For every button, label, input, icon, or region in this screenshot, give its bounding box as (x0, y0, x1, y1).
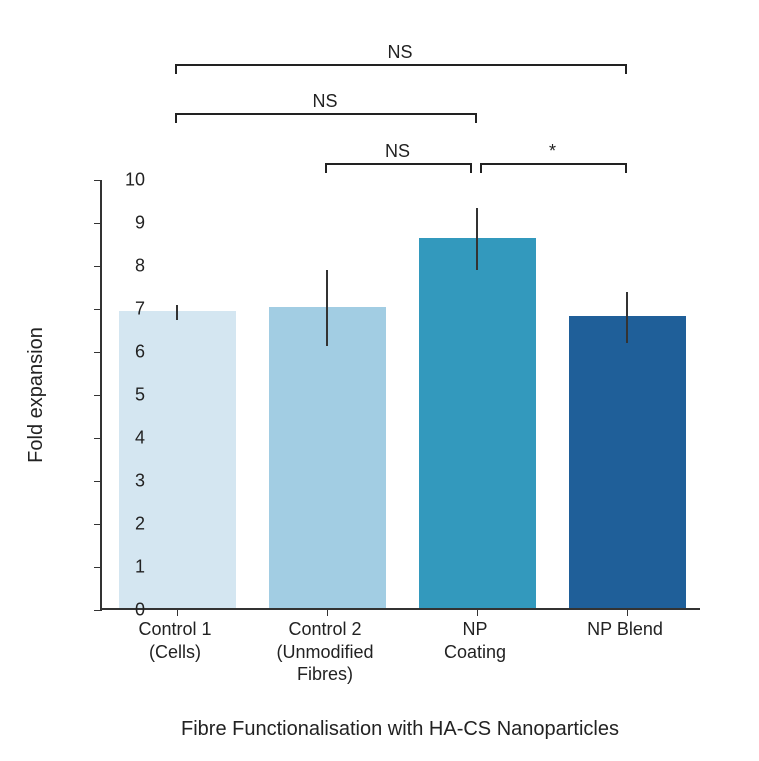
x-tick (327, 608, 328, 616)
y-tick-label: 10 (125, 170, 145, 191)
y-tick (94, 266, 102, 267)
y-tick-label: 9 (135, 213, 145, 234)
bar (569, 316, 686, 608)
significance-bracket-end (325, 163, 327, 173)
y-tick-label: 5 (135, 385, 145, 406)
significance-bracket-end (475, 113, 477, 123)
x-tick (177, 608, 178, 616)
y-axis-label: Fold expansion (25, 327, 48, 463)
y-tick (94, 223, 102, 224)
significance-bracket (325, 163, 472, 165)
error-bar (326, 270, 328, 345)
y-tick-label: 4 (135, 428, 145, 449)
error-bar (626, 292, 628, 344)
y-tick-label: 3 (135, 471, 145, 492)
significance-bracket-end (480, 163, 482, 173)
y-tick (94, 567, 102, 568)
significance-label: NS (387, 42, 412, 63)
significance-bracket-end (175, 113, 177, 123)
significance-bracket (175, 113, 477, 115)
bar-chart: Fold expansion Fibre Functionalisation w… (0, 0, 759, 761)
bar (269, 307, 386, 608)
error-bar (176, 305, 178, 320)
x-tick-label: NPCoating (400, 618, 550, 663)
plot-area (100, 180, 700, 610)
y-tick (94, 352, 102, 353)
bar (419, 238, 536, 608)
y-tick (94, 180, 102, 181)
y-tick-label: 7 (135, 299, 145, 320)
y-tick-label: 2 (135, 514, 145, 535)
x-tick-label: Control 1(Cells) (100, 618, 250, 663)
significance-label: * (549, 141, 556, 162)
x-tick-label: Control 2(UnmodifiedFibres) (250, 618, 400, 686)
y-tick-label: 8 (135, 256, 145, 277)
significance-label: NS (312, 91, 337, 112)
significance-bracket (175, 64, 627, 66)
y-tick-label: 6 (135, 342, 145, 363)
y-tick (94, 309, 102, 310)
y-tick-label: 1 (135, 557, 145, 578)
significance-bracket-end (470, 163, 472, 173)
y-tick (94, 481, 102, 482)
significance-bracket (480, 163, 627, 165)
significance-bracket-end (625, 64, 627, 74)
significance-bracket-end (625, 163, 627, 173)
x-tick (477, 608, 478, 616)
y-tick (94, 395, 102, 396)
significance-label: NS (385, 141, 410, 162)
y-tick (94, 438, 102, 439)
y-tick (94, 524, 102, 525)
y-tick (94, 610, 102, 611)
error-bar (476, 208, 478, 270)
x-tick-label: NP Blend (550, 618, 700, 641)
significance-bracket-end (175, 64, 177, 74)
x-tick (627, 608, 628, 616)
x-axis-label: Fibre Functionalisation with HA-CS Nanop… (100, 718, 700, 741)
